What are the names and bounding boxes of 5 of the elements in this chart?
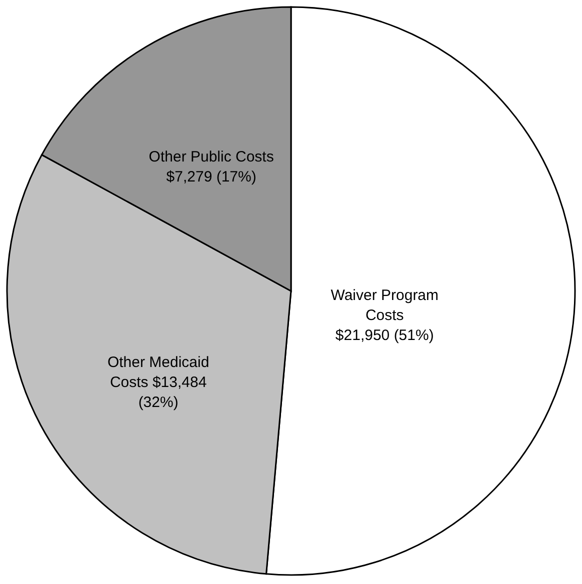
slice-label: Other Public Costs <box>148 148 274 166</box>
slice-label: Other Medicaid Costs $13,484 (32%) <box>107 354 210 412</box>
slice-label: Waiver Program Costs <box>330 287 439 324</box>
data-label: $21,950 (51%) <box>335 327 434 344</box>
data-label: $7,279 (17%) <box>166 168 256 186</box>
